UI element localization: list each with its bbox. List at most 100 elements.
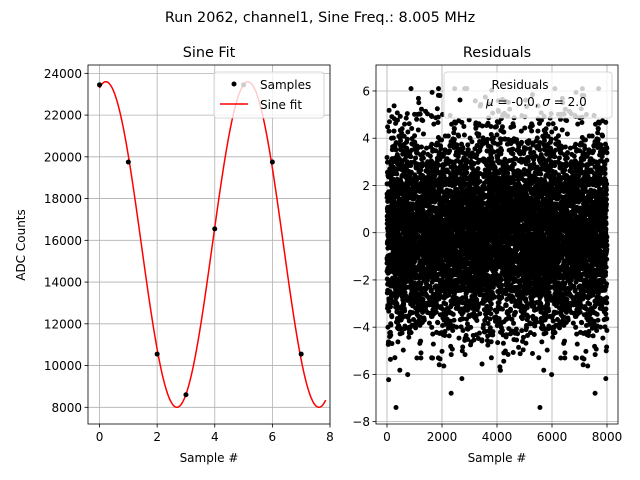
residual-point (510, 151, 516, 157)
residual-point (446, 333, 452, 339)
residual-point (477, 178, 483, 184)
residual-point (399, 330, 405, 336)
residual-point (454, 142, 460, 148)
residual-point (434, 106, 440, 112)
residual-point (468, 324, 474, 330)
residual-point (400, 347, 406, 353)
residual-point (499, 124, 505, 130)
residual-point (497, 367, 503, 373)
residual-point (488, 339, 494, 345)
residual-point (476, 131, 482, 137)
sine-fit-y-ticks: 8000100001200014000160001800020000220002… (44, 67, 88, 415)
residual-point (412, 139, 418, 145)
residual-point (475, 166, 481, 172)
residual-point (519, 139, 525, 145)
residual-point (451, 126, 457, 132)
residual-point (386, 377, 392, 383)
residual-point (436, 86, 442, 92)
residual-point (397, 272, 403, 278)
residual-point (404, 136, 410, 142)
residual-point (426, 320, 432, 326)
residual-point (505, 170, 511, 176)
residual-point (451, 317, 457, 323)
residual-point (387, 304, 393, 310)
residual-point (464, 170, 470, 176)
sine-fit-y-tick-label: 22000 (44, 109, 82, 123)
residual-point (418, 338, 424, 344)
sine-fit-y-tick-label: 12000 (44, 317, 82, 331)
residual-point (404, 111, 410, 117)
residual-point (461, 123, 467, 129)
residual-point (409, 126, 415, 132)
residual-point (489, 155, 495, 161)
residual-point (450, 327, 456, 333)
residual-point (399, 126, 405, 132)
legend-samples-marker (231, 81, 237, 87)
legend-samples-label: Samples (260, 78, 311, 92)
residual-point (397, 142, 403, 148)
residual-point (410, 310, 416, 316)
residual-point (480, 135, 486, 141)
residual-point (413, 325, 419, 331)
residual-point (500, 340, 506, 346)
residual-point (398, 138, 404, 144)
residual-point (488, 355, 494, 361)
residual-point (498, 277, 504, 283)
residual-point (414, 116, 420, 122)
residual-point (499, 327, 505, 333)
residual-point (435, 120, 441, 126)
sine-fit-y-tick-label: 24000 (44, 67, 82, 81)
residual-point (393, 140, 399, 146)
residual-point (516, 344, 522, 350)
residual-point (394, 110, 400, 116)
residual-point (401, 302, 407, 308)
residual-point (437, 93, 443, 99)
residual-point (454, 324, 460, 330)
residual-point (435, 114, 441, 120)
residuals-title: Residuals (463, 45, 531, 61)
residual-point (495, 340, 501, 346)
residual-point (405, 129, 411, 135)
residual-point (511, 320, 517, 326)
residual-point (418, 355, 424, 361)
residual-point (481, 322, 487, 328)
residual-point (408, 86, 414, 92)
residual-point (408, 330, 414, 336)
residual-point (484, 136, 490, 142)
residual-point (471, 337, 477, 343)
residual-point (501, 358, 507, 364)
sine-fit-y-tick-label: 8000 (51, 401, 82, 415)
residual-point (461, 132, 467, 138)
residual-point (474, 318, 480, 324)
residual-point (459, 376, 465, 382)
residual-point (401, 133, 407, 139)
residual-point (413, 155, 419, 161)
residual-point (389, 314, 395, 320)
residual-point (397, 367, 403, 373)
residual-point (415, 127, 421, 133)
residual-point (415, 95, 421, 101)
residual-point (490, 329, 496, 335)
residual-point (395, 339, 401, 345)
residual-point (448, 390, 454, 396)
residual-point (488, 301, 494, 307)
residual-point (456, 335, 462, 341)
residual-point (414, 355, 420, 361)
residual-point (491, 149, 497, 155)
residuals-panel: Residuals 0 2000 4000 6000 8000 −8−6−4−20246… (352, 45, 622, 465)
residual-point (488, 124, 494, 130)
residual-point (479, 361, 485, 367)
residual-point (387, 289, 393, 295)
residual-point (479, 337, 485, 343)
sample-point (154, 351, 160, 357)
legend-sine-fit-label: Sine fit (260, 98, 302, 112)
residual-point (403, 115, 409, 121)
residual-point (488, 311, 494, 317)
sine-fit-line (98, 80, 327, 409)
residual-point (384, 154, 390, 160)
residual-point (510, 350, 516, 355)
residual-point (519, 328, 525, 334)
residual-point (511, 123, 517, 129)
residual-point (439, 137, 445, 143)
residual-point (393, 147, 399, 153)
